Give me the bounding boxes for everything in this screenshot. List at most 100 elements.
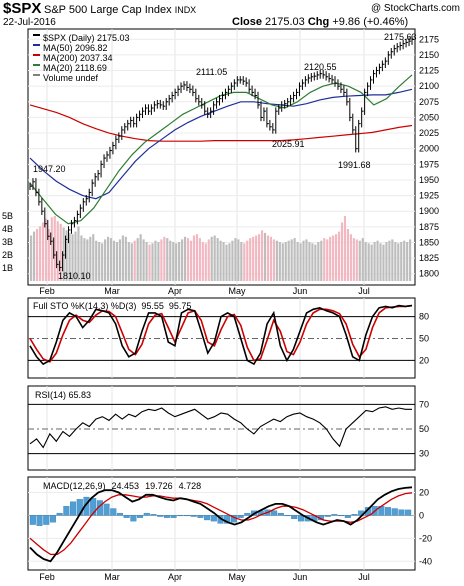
volume-bar [403, 240, 406, 281]
volume-bar [382, 244, 385, 281]
volume-bar [388, 240, 391, 281]
macd-histogram-bar [36, 515, 43, 526]
volume-bar [169, 240, 172, 281]
price-tick-label: 1950 [419, 175, 439, 185]
volume-bar [263, 232, 267, 281]
volume-bar [195, 234, 198, 281]
price-tick-label: 1850 [419, 237, 439, 247]
volume-bar [80, 235, 83, 281]
volume-bar [53, 216, 56, 281]
volume-bar [340, 222, 344, 281]
price-legend-label: MA(20) 2118.69 [43, 63, 107, 73]
volume-bar [130, 243, 133, 281]
volume-bar [181, 239, 184, 281]
volume-bar [178, 242, 181, 281]
macd-histogram-bar [70, 501, 77, 516]
macd-histogram-bar [224, 515, 231, 524]
price-legend-label: Volume undef [43, 73, 99, 83]
macd-histogram-bar [110, 508, 117, 516]
volume-bar [278, 242, 281, 281]
volume-bar [367, 243, 370, 281]
volume-bar [154, 240, 157, 281]
volume-bar [151, 243, 154, 281]
month-label-top: Jul [358, 286, 370, 296]
volume-bar [287, 240, 290, 281]
chg-label: Chg [308, 16, 329, 28]
close-label: Close [232, 16, 262, 28]
volume-bar [332, 235, 335, 281]
macd-histogram-bar [385, 507, 392, 516]
volume-bar [44, 218, 47, 281]
sto-tick-label: 20 [419, 355, 429, 365]
volume-bar [302, 240, 305, 281]
volume-bar [166, 238, 169, 281]
volume-bar [106, 236, 110, 281]
volume-bar [364, 242, 367, 281]
volume-bar [71, 234, 74, 281]
macd-legend-label: 4.728 [179, 481, 202, 491]
volume-bar [201, 242, 204, 281]
volume-bar [41, 222, 45, 281]
volume-bar [207, 239, 210, 281]
price-annotation: 2120.55 [304, 62, 337, 72]
volume-bar [231, 240, 234, 281]
rsi-legend-label: RSI(14) 65.83 [35, 390, 91, 400]
volume-bars [30, 216, 412, 281]
volume-bar [175, 243, 178, 281]
macd-histogram-bar [63, 506, 70, 516]
chart-date: 22-Jul-2016 [3, 17, 56, 28]
volume-bar [62, 227, 65, 281]
price-legend-swatch [33, 44, 40, 46]
volume-bar [355, 239, 358, 281]
volume-bar [343, 216, 347, 281]
volume-bar [186, 238, 190, 281]
price-tick-label: 1800 [419, 269, 439, 279]
price-tick-label: 1975 [419, 159, 439, 169]
volume-bar [172, 242, 175, 281]
volume-bar [95, 240, 98, 281]
macd-tick-label: 0 [419, 510, 424, 520]
macd-histogram-bar [405, 509, 412, 516]
volume-bar [337, 231, 341, 281]
rsi-tick-label: 70 [419, 399, 429, 409]
month-label-top: Jun [293, 286, 308, 296]
volume-bar [127, 242, 130, 281]
volume-bar [210, 236, 213, 281]
price-legend-swatch [33, 34, 40, 36]
volume-bar [142, 239, 145, 281]
price-tick-label: 1925 [419, 191, 439, 201]
volume-bar [308, 242, 311, 281]
macd-tick-label: -40 [419, 556, 432, 566]
volume-bar [222, 242, 225, 281]
volume-bar [255, 235, 258, 281]
volume-bar [77, 226, 80, 281]
macd-tick-label: 20 [419, 487, 429, 497]
volume-bar [260, 230, 264, 281]
macd-histogram-bar [56, 512, 63, 516]
macd-histogram-bar [183, 515, 190, 517]
brand-logo[interactable]: @ StockCharts.com [371, 3, 460, 14]
price-legend-label: $SPX (Daily) 2175.03 [43, 33, 130, 43]
macd-histogram-bar [43, 515, 50, 525]
volume-bar [290, 239, 293, 281]
month-label-bottom: May [228, 572, 246, 582]
macd-histogram-bar [197, 515, 204, 518]
label-layer: Feb Feb Mar Mar Apr Apr May May Jun Jun Jul Jul 2175… [2, 32, 439, 582]
volume-bar [104, 239, 107, 281]
price-tick-label: 1900 [419, 206, 439, 216]
sto-legend-label: 95.55 [141, 301, 164, 311]
volume-tick-label: 5B [2, 211, 13, 221]
volume-bar [98, 242, 101, 281]
month-label-bottom: Jul [358, 572, 370, 582]
volume-bar [204, 243, 207, 281]
sto-d-line [29, 304, 413, 363]
volume-bar [145, 242, 148, 281]
sto-tick-label: 50 [419, 334, 429, 344]
sto-legend-label: 95.75 [169, 301, 192, 311]
volume-bar [124, 236, 127, 281]
macd-histogram-bar [49, 515, 56, 523]
volume-bar [385, 242, 388, 281]
volume-bar [305, 239, 308, 281]
exchange-code: INDX [175, 5, 197, 15]
